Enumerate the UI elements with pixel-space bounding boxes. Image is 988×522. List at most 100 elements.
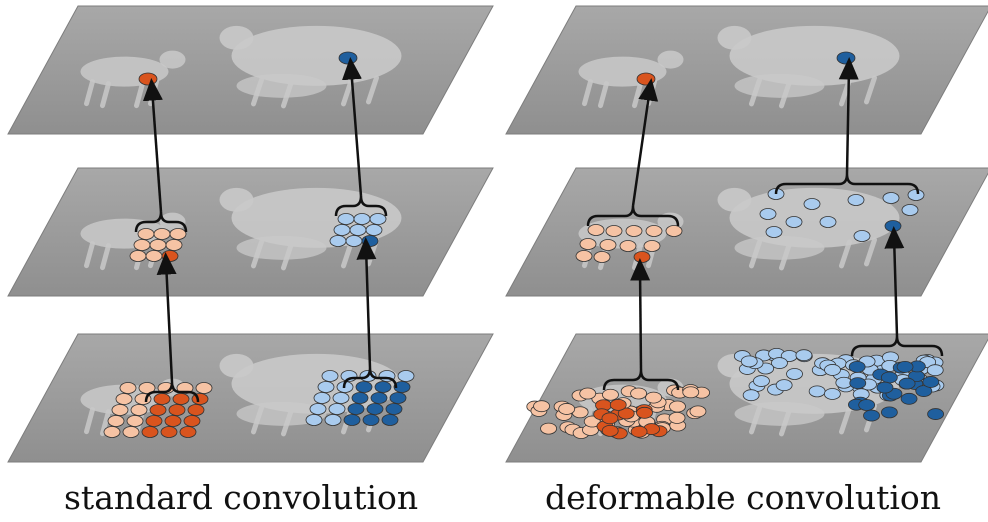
sampling-point [317, 381, 335, 393]
sampling-point-active [168, 404, 186, 416]
sampling-point [668, 411, 686, 424]
lamb-leg [100, 409, 111, 437]
output-unit-blue [836, 51, 856, 65]
sampling-point-active [922, 376, 940, 388]
sampling-point [533, 400, 550, 413]
sampling-point [345, 235, 363, 247]
sheep-leg [864, 75, 877, 105]
arrow [630, 258, 651, 371]
sampling-point [349, 224, 367, 236]
sampling-point [165, 239, 183, 251]
sampling-point-active [876, 381, 894, 394]
sampling-point [786, 368, 803, 380]
sampling-point-active [355, 381, 373, 393]
sampling-point-active [601, 412, 619, 425]
deformable-convolution-panel [505, 5, 988, 463]
sampling-point-active [153, 393, 171, 405]
sampling-point-active [858, 399, 876, 411]
sampling-point [765, 226, 783, 238]
sampling-point [365, 224, 383, 236]
sampling-point [682, 386, 700, 399]
sampling-point-active [370, 392, 388, 404]
sampling-point-active [374, 381, 392, 393]
sheep-leg [839, 405, 852, 435]
sampling-point [328, 403, 346, 415]
sampling-point [369, 213, 387, 225]
arrow [142, 78, 163, 213]
caption-standard-convolution: standard convolution [64, 478, 419, 517]
lamb-leg [84, 407, 95, 435]
sampling-point-active [609, 398, 627, 411]
caption-deformable-convolution: deformable convolution [545, 478, 942, 517]
sampling-point [619, 240, 637, 252]
sheep-leg [749, 77, 762, 107]
arrow [156, 252, 177, 383]
small-lamb-body [236, 235, 327, 260]
sampling-point [332, 392, 350, 404]
sampling-point-active [915, 385, 933, 397]
sampling-point-active [141, 426, 159, 438]
sampling-point-active [884, 220, 902, 232]
sheep-leg [341, 77, 354, 107]
sampling-point [149, 239, 167, 251]
sampling-point-active [172, 393, 190, 405]
sampling-point [115, 393, 133, 405]
sampling-point [130, 404, 148, 416]
small-lamb-body [734, 73, 825, 98]
sampling-point [324, 414, 342, 426]
sampling-point [153, 228, 171, 240]
output-unit-orange [636, 72, 656, 86]
sampling-point-active [183, 415, 201, 427]
sampling-point [353, 213, 371, 225]
sampling-point [313, 392, 331, 404]
sampling-point [195, 382, 213, 394]
sampling-point-active [896, 360, 914, 373]
sampling-point-active [617, 407, 635, 420]
sampling-point [558, 403, 576, 415]
sampling-point [853, 230, 871, 242]
sampling-point [329, 235, 347, 247]
sampling-point-active [389, 392, 407, 404]
sampling-point [665, 225, 683, 237]
sampling-point-active [848, 360, 866, 373]
lamb-leg [84, 241, 95, 269]
sheep-head [219, 353, 254, 378]
sampling-point [823, 388, 841, 400]
sampling-point-active [393, 381, 411, 393]
sampling-point [625, 225, 643, 237]
sampling-point [689, 405, 707, 418]
sampling-point-active [900, 392, 918, 405]
sampling-point [583, 415, 601, 428]
sampling-point-active [361, 235, 379, 247]
sheep-leg [749, 405, 762, 435]
lamb-leg [100, 243, 111, 271]
small-lamb-body [236, 73, 327, 98]
sampling-point [753, 375, 770, 387]
sampling-point [111, 404, 129, 416]
sheep-leg [251, 239, 264, 269]
sampling-point [309, 403, 327, 415]
sampling-point-active [187, 404, 205, 416]
sheep-leg [366, 75, 379, 105]
sampling-point [593, 251, 611, 263]
sampling-point [599, 239, 617, 251]
sampling-point-active [366, 403, 384, 415]
sampling-point [785, 216, 803, 228]
sheep-leg [251, 405, 264, 435]
sheep-leg [864, 237, 877, 267]
sampling-point [824, 364, 841, 376]
sampling-point [145, 250, 163, 262]
arrow [838, 57, 859, 175]
sampling-point-active [347, 403, 365, 415]
sampling-point [540, 422, 557, 435]
arrow [341, 57, 363, 197]
sampling-point [305, 414, 323, 426]
sampling-point [587, 224, 605, 236]
sampling-point-active [161, 250, 179, 262]
sheep-leg [839, 239, 852, 269]
sampling-point-active [385, 403, 403, 415]
sampling-point [819, 216, 837, 228]
sampling-point-active [149, 404, 167, 416]
sheep-head [717, 187, 752, 212]
